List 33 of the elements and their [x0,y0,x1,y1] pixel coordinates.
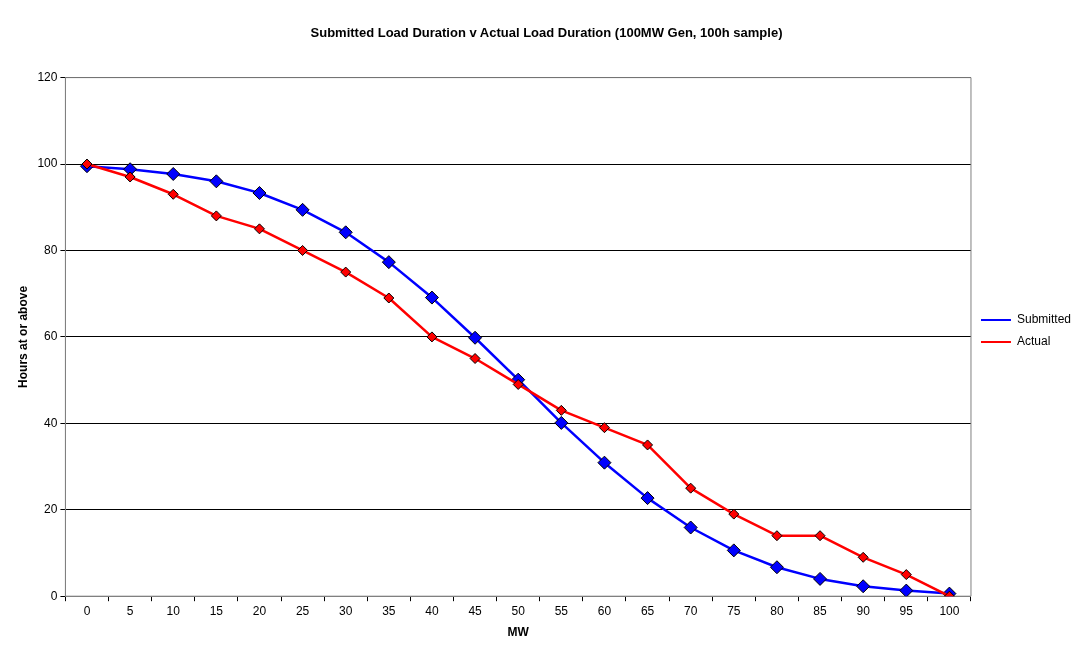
legend-label: Submitted [1016,312,1071,327]
x-tick-label: 10 [166,603,181,618]
y-tick-label: 60 [44,329,58,344]
legend-label: Actual [1016,334,1051,349]
x-tick-label: 80 [770,603,784,618]
x-tick-label: 45 [468,603,483,618]
x-tick-label: 100 [939,603,960,618]
x-tick-label: 60 [597,603,612,618]
x-tick-label: 25 [295,603,310,618]
x-tick-label: 20 [252,603,267,618]
x-tick-label: 70 [684,603,698,618]
y-tick-label: 80 [44,242,58,257]
x-tick-label: 30 [339,603,353,618]
y-tick-label: 0 [50,588,58,603]
x-tick-label: 85 [813,603,828,618]
y-tick-label: 100 [37,156,58,171]
x-tick-label: 75 [727,603,741,618]
x-tick-label: 5 [126,603,134,618]
y-axis-title: Hours at or above [15,285,30,388]
x-tick-label: 0 [83,603,91,618]
y-tick-label: 20 [44,502,58,517]
x-tick-label: 15 [209,603,224,618]
x-tick-label: 65 [640,603,655,618]
x-tick-label: 50 [511,603,526,618]
x-tick-label: 40 [425,603,439,618]
x-tick-label: 95 [899,603,914,618]
x-tick-label: 55 [554,603,569,618]
y-tick-label: 40 [44,415,58,430]
x-tick-label: 35 [382,603,396,618]
x-axis-title: MW [507,625,530,640]
x-tick-label: 90 [856,603,871,618]
chart-title: Submitted Load Duration v Actual Load Duration (100MW Gen, 100h sample) [310,25,783,41]
y-tick-label: 120 [37,69,58,84]
